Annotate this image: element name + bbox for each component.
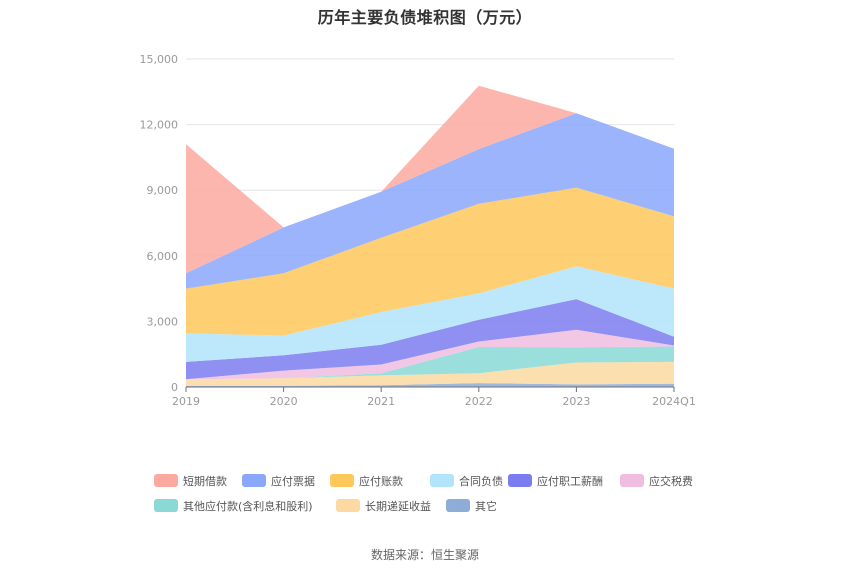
area-series-应交税费[interactable] <box>186 329 674 380</box>
legend-label[interactable]: 应付账款 <box>359 474 403 488</box>
legend-swatch[interactable] <box>330 474 354 487</box>
legend-label[interactable]: 其它 <box>475 499 497 513</box>
axes: 0 3,000 6,000 9,000 12,000 15,000 2019 2020 2021… <box>140 53 696 408</box>
area-series-应付职工薪酬[interactable] <box>186 299 674 380</box>
y-tick-label: 12,000 <box>140 119 179 132</box>
legend-label[interactable]: 应付票据 <box>271 474 315 488</box>
chart-title: 历年主要负债堆积图（万元） <box>317 8 533 27</box>
legend-label[interactable]: 长期递延收益 <box>365 499 431 513</box>
area-series-长期递延收益[interactable] <box>186 361 674 386</box>
area-series-合同负债[interactable] <box>186 266 674 362</box>
legend-label[interactable]: 短期借款 <box>183 474 227 488</box>
y-tick-label: 0 <box>171 381 178 394</box>
y-tick-label: 6,000 <box>147 250 179 263</box>
area-series-其他应付款(含利息和股利)[interactable] <box>186 346 674 380</box>
legend-swatch[interactable] <box>430 474 454 487</box>
x-tick-label: 2024Q1 <box>652 395 696 408</box>
y-tick-label: 9,000 <box>147 184 179 197</box>
legend-label[interactable]: 其他应付款(含利息和股利) <box>183 499 313 513</box>
area-series-其它[interactable] <box>186 383 674 387</box>
legend-label[interactable]: 合同负债 <box>459 474 503 488</box>
legend-swatch[interactable] <box>446 499 470 512</box>
x-tick-label: 2019 <box>172 395 200 408</box>
legend-swatch[interactable] <box>154 474 178 487</box>
legend-swatch[interactable] <box>154 499 178 512</box>
x-tick-label: 2021 <box>367 395 395 408</box>
legend-swatch[interactable] <box>242 474 266 487</box>
y-tick-label: 15,000 <box>140 53 179 66</box>
legend-label[interactable]: 应交税费 <box>649 474 693 488</box>
x-tick-label: 2020 <box>270 395 298 408</box>
legend-swatch[interactable] <box>620 474 644 487</box>
area-series <box>186 85 674 387</box>
x-tick-label: 2023 <box>562 395 590 408</box>
legend-swatch[interactable] <box>508 474 532 487</box>
area-series-应付票据[interactable] <box>186 113 674 289</box>
source-note: 数据来源：恒生聚源 <box>370 548 479 562</box>
legend-label[interactable]: 应付职工薪酬 <box>537 474 603 488</box>
x-tick-label: 2022 <box>465 395 493 408</box>
legend-swatch[interactable] <box>336 499 360 512</box>
area-series-应付账款[interactable] <box>186 187 674 336</box>
y-tick-label: 3,000 <box>147 315 179 328</box>
